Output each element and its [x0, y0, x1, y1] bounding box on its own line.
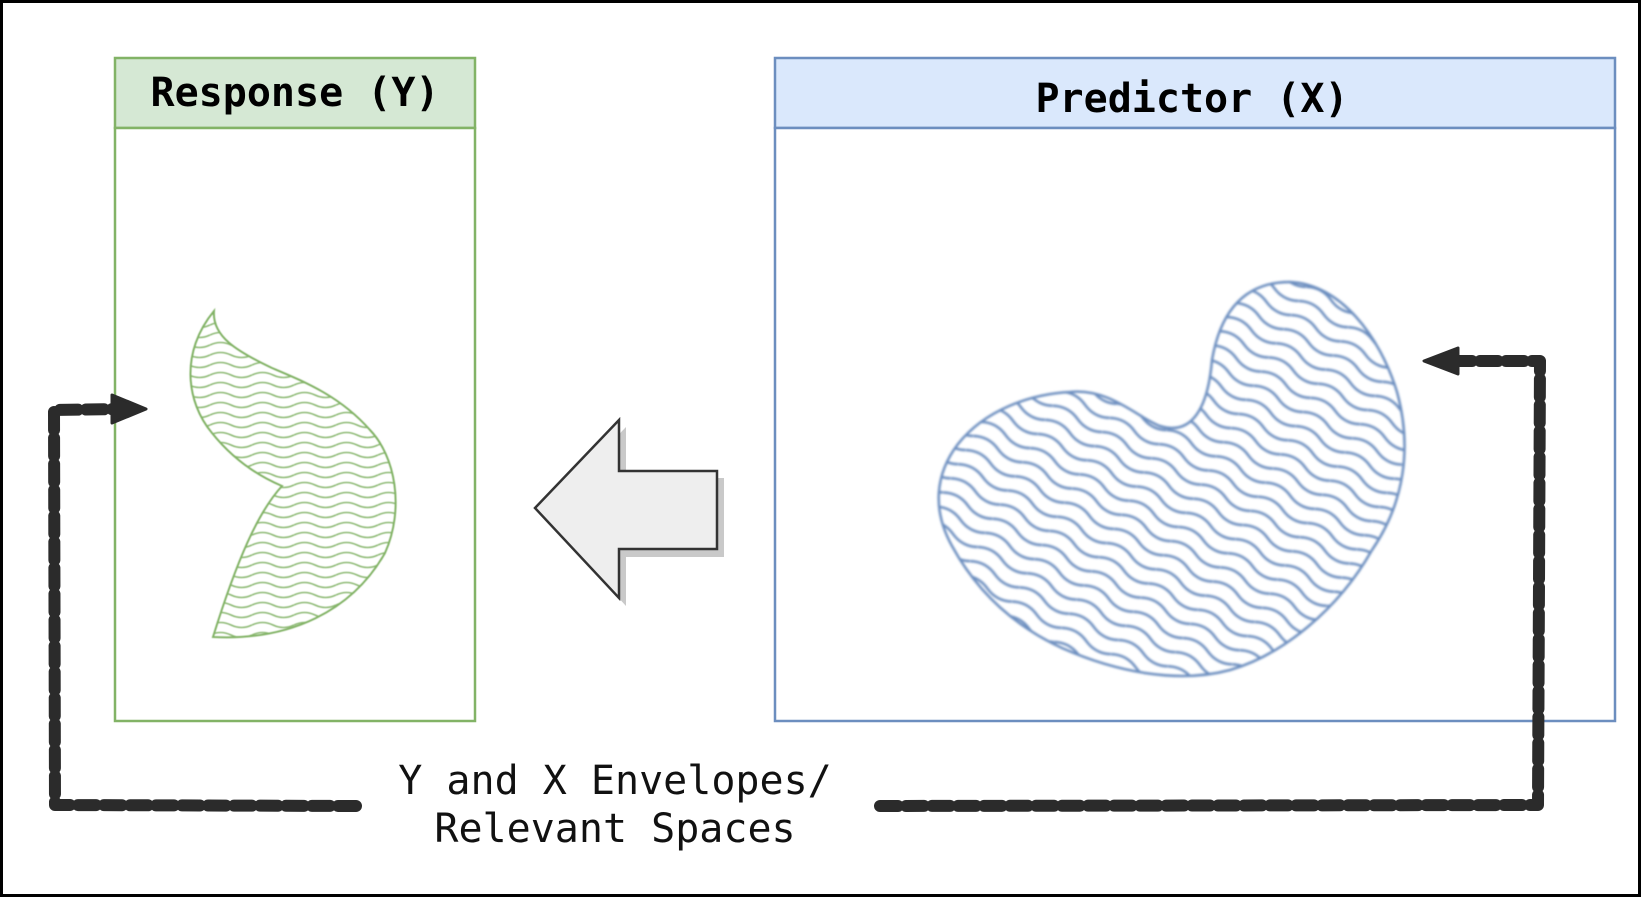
- response-panel-title: Response (Y): [151, 70, 440, 116]
- left-connector-arrowhead: [110, 393, 148, 425]
- predictor-panel: Predictor (X): [773, 56, 1617, 723]
- predictor-panel-title: Predictor (X): [1035, 76, 1348, 122]
- response-envelope-shape: [189, 307, 397, 639]
- right-connector-arrowhead: [1422, 346, 1460, 376]
- mapping-arrow-body: [533, 416, 719, 602]
- response-panel: Response (Y): [113, 56, 477, 723]
- right-connector: [874, 346, 1546, 812]
- mapping-arrow: [533, 416, 724, 606]
- right-connector-line: [874, 355, 1546, 812]
- caption-line-1: Y and X Envelopes/: [398, 758, 831, 804]
- left-connector-line: [48, 403, 362, 812]
- envelopes-caption: Y and X Envelopes/ Relevant Spaces: [398, 758, 831, 852]
- predictor-envelope-shape: [937, 280, 1406, 678]
- left-connector: [48, 393, 362, 812]
- caption-line-2: Relevant Spaces: [434, 806, 795, 852]
- predictor-panel-header: [773, 56, 1617, 130]
- response-panel-header: [113, 56, 477, 130]
